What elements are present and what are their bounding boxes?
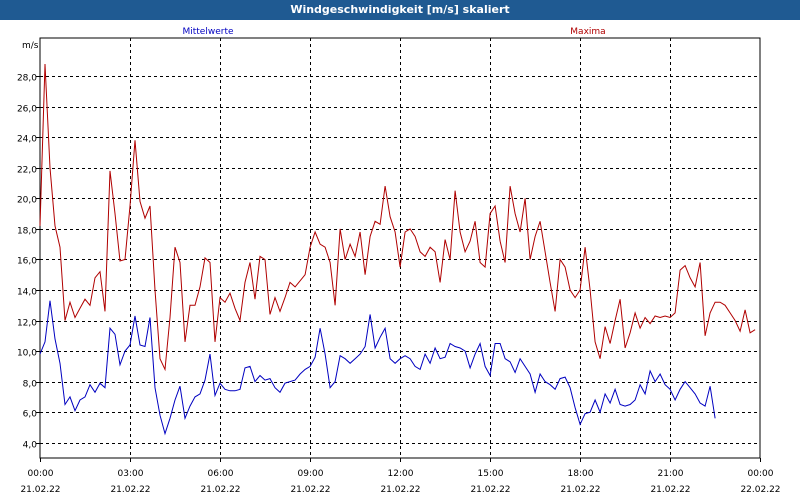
y-unit-label: m/s <box>22 41 39 51</box>
x-tick-time: 15:00 <box>478 469 504 479</box>
series-line-mittelwerte <box>39 300 716 436</box>
y-tick-label: 22,0 <box>17 166 37 176</box>
y-tick-label: 6,0 <box>23 410 38 420</box>
x-tick-date: 21.02.22 <box>290 485 330 495</box>
y-tick-label: 24,0 <box>17 135 37 145</box>
y-tick-label: 28,0 <box>17 74 37 84</box>
x-tick-date: 21.02.22 <box>110 485 150 495</box>
y-tick-label: 10,0 <box>17 349 37 359</box>
x-tick-time: 00:00 <box>28 469 54 479</box>
y-tick-label: 26,0 <box>17 105 37 115</box>
x-tick-date: 21.02.22 <box>200 485 240 495</box>
y-tick-label: 18,0 <box>17 227 37 237</box>
x-tick-date: 21.02.22 <box>470 485 510 495</box>
y-tick-label: 12,0 <box>17 319 37 329</box>
window-title: Windgeschwindigkeit [m/s] skaliert <box>0 0 800 20</box>
series-line-maxima <box>39 63 756 372</box>
x-tick-time: 18:00 <box>568 469 594 479</box>
x-tick-date: 21.02.22 <box>380 485 420 495</box>
x-tick-time: 00:00 <box>748 469 774 479</box>
y-tick-label: 20,0 <box>17 196 37 206</box>
x-tick-time: 03:00 <box>118 469 144 479</box>
x-tick-time: 12:00 <box>388 469 414 479</box>
legend-mittelwerte: Mittelwerte <box>182 27 233 37</box>
legend-maxima: Maxima <box>570 27 605 37</box>
y-tick-label: 4,0 <box>23 441 38 451</box>
x-tick-time: 21:00 <box>658 469 684 479</box>
x-tick-time: 06:00 <box>208 469 234 479</box>
y-tick-label: 14,0 <box>17 288 37 298</box>
x-tick-date: 22.02.22 <box>740 485 780 495</box>
x-tick-date: 21.02.22 <box>560 485 600 495</box>
y-tick-label: 8,0 <box>23 380 38 390</box>
x-tick-time: 09:00 <box>298 469 324 479</box>
x-tick-date: 21.02.22 <box>20 485 60 495</box>
y-tick-label: 16,0 <box>17 257 37 267</box>
x-tick-date: 21.02.22 <box>650 485 690 495</box>
